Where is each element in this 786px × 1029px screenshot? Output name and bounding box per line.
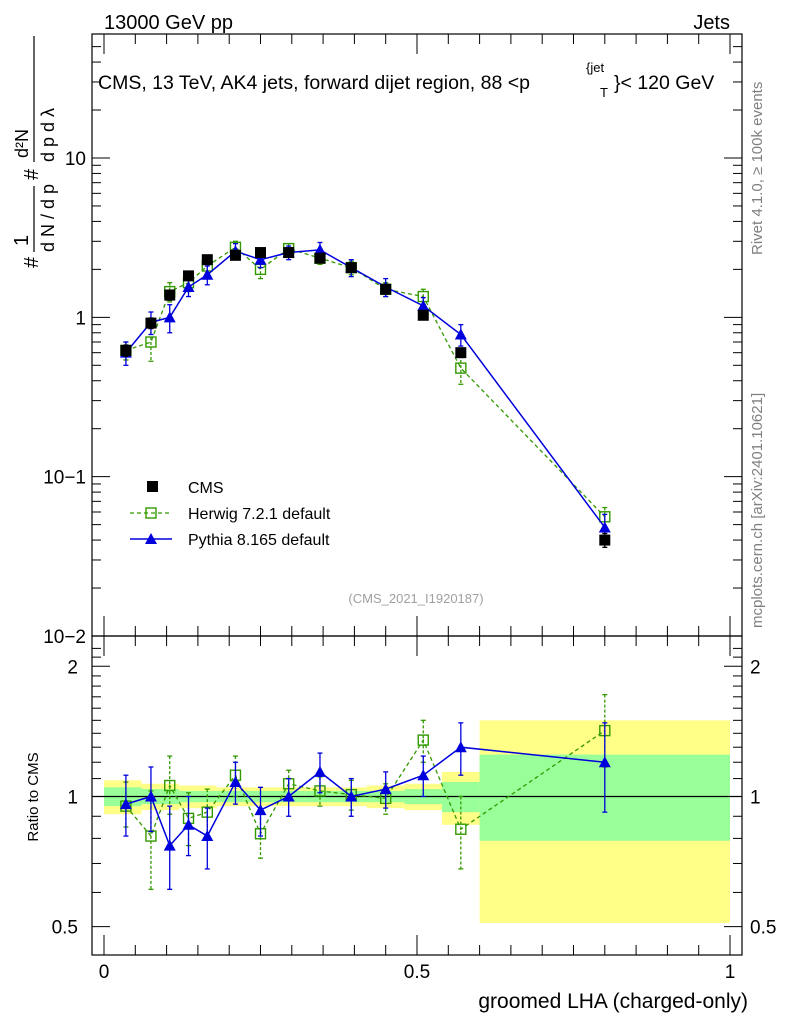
main-pythia-point <box>254 253 267 265</box>
main-cms-point <box>201 254 213 266</box>
main-cms-point <box>455 347 467 359</box>
main-ylabel-num: d²N <box>12 129 32 158</box>
ratio-ytick-label: 1 <box>67 787 78 808</box>
rivet-label: Rivet 4.1.0, ≥ 100k events <box>749 82 766 255</box>
main-cms-point <box>345 262 357 274</box>
main-cms-point <box>255 247 266 259</box>
ratio-pythia-line <box>125 746 605 847</box>
main-ylabel-den: d N / d p <box>38 184 58 252</box>
ratio-ytick-label: 2 <box>67 657 78 678</box>
main-herwig-point <box>145 336 157 348</box>
ratio-pythia-point <box>254 804 267 816</box>
ratio-pythia-point <box>182 818 195 830</box>
title-sub: T <box>600 85 608 100</box>
mcplots-label: mcplots.cern.ch [arXiv:2401.10621] <box>749 393 766 628</box>
ratio-pythia-point <box>144 790 157 802</box>
x-tick-label: 0.5 <box>404 962 430 983</box>
main-ytick-label: 1 <box>75 308 86 329</box>
legend-cms-label: CMS <box>188 480 224 497</box>
main-pythia-line <box>125 249 606 528</box>
main-ylabel-den2: d p d λ <box>38 108 58 162</box>
main-cms-point <box>145 317 157 329</box>
ratio-pythia-point <box>417 769 430 781</box>
main-cms-point <box>120 344 132 356</box>
title-main: CMS, 13 TeV, AK4 jets, forward dijet reg… <box>98 72 530 94</box>
x-tick-label: 1 <box>725 962 736 983</box>
ratio-herwig-point <box>455 823 467 835</box>
main-pythia-point <box>598 521 611 533</box>
main-pythia-point <box>417 299 430 311</box>
main-cms-point <box>380 283 392 295</box>
main-herwig-line <box>125 246 606 518</box>
main-pythia-point <box>182 280 195 292</box>
main-cms-point <box>229 249 241 261</box>
main-ytick-label: 10 <box>65 149 86 170</box>
ratio-pythia-point <box>163 839 176 851</box>
legend: CMS Herwig 7.2.1 default Pythia 8.165 de… <box>130 480 331 549</box>
main-cms-point <box>183 270 195 282</box>
ratio-pythia-point <box>119 798 132 810</box>
ratio-panel: 0 0.5 1 0.5 0.5 1 1 2 2 <box>52 635 776 983</box>
ratio-pythia-point <box>201 830 214 842</box>
ratio-pythia-point <box>598 756 611 768</box>
main-ylabel-hash2: # <box>21 168 43 180</box>
x-tick-label: 0 <box>99 962 110 983</box>
header-left: 13000 GeV pp <box>104 12 233 34</box>
legend-cms-marker <box>147 481 158 492</box>
main-cms-point <box>314 252 326 264</box>
legend-pythia-marker <box>145 533 157 544</box>
ratio-pythia-point <box>313 765 326 777</box>
main-pythia-point <box>163 311 176 323</box>
ratio-herwig-point <box>145 830 157 842</box>
ratio-pythia-point <box>282 790 295 802</box>
ratio-ytick-label-right: 2 <box>750 657 761 678</box>
header-right: Jets <box>693 12 730 34</box>
main-ytick-label: 10−2 <box>43 627 86 648</box>
main-cms-point <box>599 534 611 546</box>
x-axis-label: groomed LHA (charged-only) <box>478 990 748 1013</box>
ratio-ytick-label-right: 1 <box>750 787 761 808</box>
main-ylabel: # 1 d N / d p # d²N d p d λ <box>11 36 58 268</box>
ratio-herwig-point <box>164 779 176 792</box>
main-cms-point <box>164 289 176 301</box>
main-herwig-point <box>455 362 467 374</box>
ratio-ylabel: Ratio to CMS <box>25 752 42 841</box>
main-pythia-point <box>454 328 467 340</box>
main-cms-point <box>283 247 295 259</box>
analysis-watermark: (CMS_2021_I1920187) <box>348 591 483 606</box>
main-ylabel-hash: # <box>21 256 43 268</box>
plot-title: CMS, 13 TeV, AK4 jets, forward dijet reg… <box>98 60 714 100</box>
ratio-ytick-label-right: 0.5 <box>750 918 776 939</box>
legend-pythia-label: Pythia 8.165 default <box>188 532 330 549</box>
title-end: }< 120 GeV <box>614 72 714 94</box>
ratio-ytick-label: 0.5 <box>52 918 78 939</box>
main-pythia-point <box>201 268 214 280</box>
main-cms-point <box>417 309 429 321</box>
main-ylabel-one: 1 <box>11 235 33 246</box>
ratio-herwig-point <box>417 734 429 746</box>
ratio-pythia-point <box>379 783 392 795</box>
main-pythia-point <box>313 243 326 255</box>
ratio-pythia-point <box>454 741 467 753</box>
legend-herwig-label: Herwig 7.2.1 default <box>188 506 331 523</box>
title-sup: {jet <box>586 60 604 75</box>
legend-herwig-marker <box>145 507 157 519</box>
ratio-pythia-point <box>229 776 242 788</box>
main-panel: 10−2 10−1 1 10 <box>43 33 743 648</box>
main-ytick-label: 10−1 <box>43 468 86 489</box>
ratio-pythia-point <box>345 790 358 802</box>
